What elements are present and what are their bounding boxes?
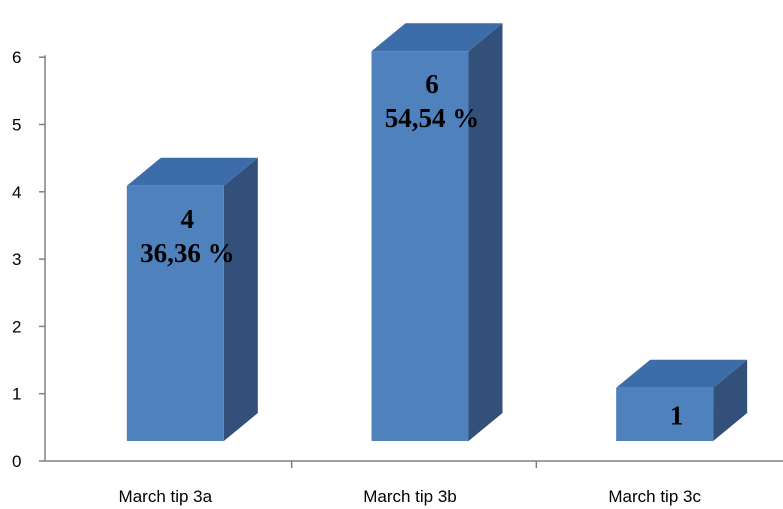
bar-data-label: 54,54 % [385, 103, 480, 133]
y-tick-label: 5 [12, 116, 21, 135]
bar-data-label: 1 [670, 400, 684, 430]
y-tick-label: 2 [12, 317, 21, 336]
bar-data-label: 6 [425, 69, 439, 99]
y-tick-label: 3 [12, 250, 21, 269]
bar [616, 387, 714, 441]
x-category-label: March tip 3a [119, 487, 213, 506]
axes: 0 1 2 3 4 5 6 March tip 3a March tip 3b March tip… [12, 48, 783, 506]
bar-data-label: 36,36 % [140, 238, 235, 268]
bar-data-label: 4 [181, 204, 195, 234]
bar-top-face [371, 23, 503, 52]
y-tick-label: 1 [12, 385, 21, 404]
bar [126, 185, 224, 441]
y-tick-label: 4 [12, 183, 21, 202]
bar-side-face [468, 23, 503, 441]
bar-top-face [616, 359, 748, 388]
bar-side-face [223, 157, 258, 442]
bars [126, 23, 748, 442]
x-category-label: March tip 3b [363, 487, 457, 506]
data-labels: 4 36,36 % 6 54,54 % 1 [140, 69, 683, 430]
bar-side-face [713, 359, 748, 441]
x-category-label: March tip 3c [608, 487, 701, 506]
y-tick-label: 0 [12, 452, 21, 471]
bar [371, 51, 469, 441]
bar-top-face [126, 157, 258, 186]
y-tick-label: 6 [12, 48, 21, 67]
